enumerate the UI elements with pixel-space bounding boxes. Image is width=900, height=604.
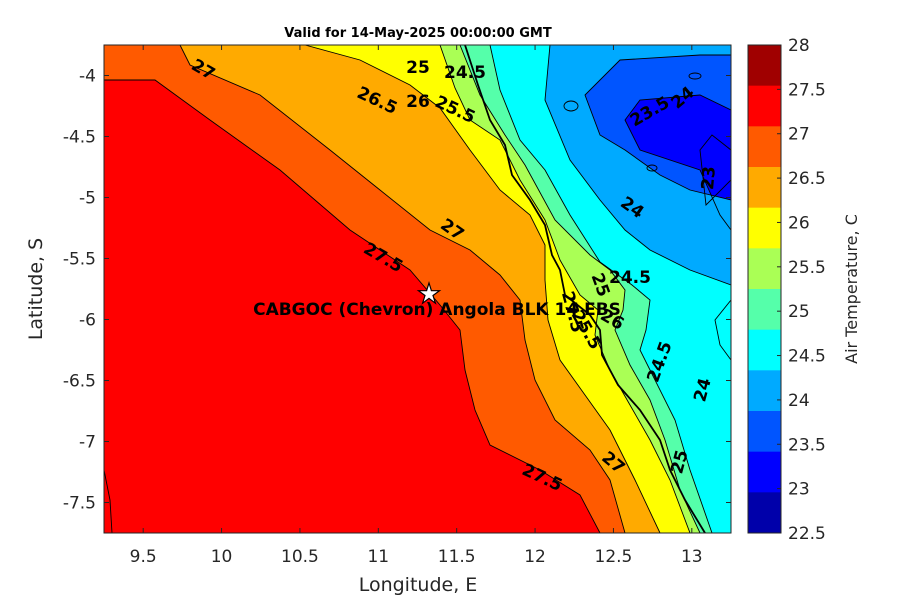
site-label: CABGOC (Chevron) Angola BLK 14 EBS xyxy=(253,300,621,320)
colorbar-tick-label: 23.5 xyxy=(788,435,826,455)
isotherm-24 xyxy=(584,54,731,201)
contour-label: 24.5 xyxy=(609,268,651,288)
isotherm-25-5 xyxy=(459,45,701,533)
isotherm-23 xyxy=(699,134,731,206)
y-tick-label: -5.5 xyxy=(63,250,96,270)
contour-label: 23 xyxy=(698,165,720,190)
star-icon[interactable] xyxy=(416,280,442,305)
contour-label: 24.5 xyxy=(444,63,486,83)
x-tick-label: 13 xyxy=(681,547,703,567)
x-tick-label: 11.5 xyxy=(438,547,476,567)
colorbar-band xyxy=(748,126,781,168)
x-tick-label: 12 xyxy=(524,547,546,567)
colorbar-band xyxy=(748,207,781,249)
contour-lines xyxy=(104,45,731,533)
y-tick-label: -6 xyxy=(79,311,96,331)
isotherm-23-5 xyxy=(624,94,731,231)
x-axis-label: Longitude, E xyxy=(359,574,478,596)
x-axis-ticks: 9.5 10 10.5 11 11.5 12 12.5 13 xyxy=(130,45,703,567)
colorbar-band xyxy=(748,85,781,127)
x-tick-label: 10.5 xyxy=(281,547,319,567)
plot-frame xyxy=(103,44,732,534)
x-tick-label: 10 xyxy=(211,547,233,567)
colorbar-tick-label: 27.5 xyxy=(788,80,826,100)
band-28 xyxy=(104,80,600,533)
isotherm-24-5 xyxy=(544,45,731,286)
y-tick-label: -6.5 xyxy=(63,372,96,392)
colorbar-tick-label: 26 xyxy=(788,213,810,233)
contour-label: 26 xyxy=(406,92,430,112)
colorbar-frame xyxy=(747,44,782,534)
colorbar-tick-label: 22.5 xyxy=(788,524,826,544)
isotherm-26-5 xyxy=(304,45,661,533)
isotherm-25 xyxy=(489,45,713,533)
colorbar xyxy=(748,45,781,534)
plot-area xyxy=(104,45,731,533)
y-tick-label: -7 xyxy=(79,433,96,453)
y-axis-ticks: -4 -4.5 -5 -5.5 -6 -6.5 -7 -7.5 xyxy=(63,67,731,514)
isotherm-24-south xyxy=(714,299,731,361)
colorbar-band xyxy=(748,248,781,290)
isotherm-west-edge xyxy=(104,469,113,533)
x-tick-label: 12.5 xyxy=(595,547,633,567)
isotherm-27 xyxy=(179,45,626,533)
colorbar-tick-label: 24 xyxy=(788,391,810,411)
colorbar-band xyxy=(748,45,781,87)
colorbar-band xyxy=(748,451,781,493)
y-axis-label: Latitude, S xyxy=(25,238,47,340)
isotherm-cell xyxy=(563,100,579,112)
colorbar-tick-label: 26.5 xyxy=(788,169,826,189)
x-tick-label: 11 xyxy=(367,547,389,567)
colorbar-band xyxy=(748,370,781,412)
colorbar-tick-label: 25.5 xyxy=(788,258,826,278)
coastline xyxy=(464,45,706,533)
y-tick-label: -4 xyxy=(79,67,96,87)
map-title: Valid for 14-May-2025 00:00:00 GMT xyxy=(284,26,552,41)
colorbar-tick-label: 25 xyxy=(788,302,810,322)
colorbar-tick-label: 23 xyxy=(788,480,810,500)
y-tick-label: -4.5 xyxy=(63,128,96,148)
colorbar-band xyxy=(748,329,781,371)
y-tick-label: -7.5 xyxy=(63,494,96,514)
contour-label: 25 xyxy=(406,58,430,78)
isotherm-cell xyxy=(646,164,658,172)
y-tick-label: -5 xyxy=(79,189,96,209)
colorbar-tick-label: 28 xyxy=(788,36,810,56)
isotherm-cell xyxy=(688,72,702,80)
colorbar-tick-label: 27 xyxy=(788,125,810,145)
colorbar-band xyxy=(748,289,781,331)
colorbar-tick-label: 24.5 xyxy=(788,347,826,367)
colorbar-label: Air Temperature, C xyxy=(842,214,861,364)
colorbar-band xyxy=(748,167,781,209)
x-tick-label: 9.5 xyxy=(130,547,157,567)
colorbar-ticks: 28 27.5 27 26.5 26 25.5 25 24.5 24 23.5 23 22.5 xyxy=(777,36,826,544)
isotherm-27-5 xyxy=(104,79,601,533)
colorbar-band xyxy=(748,492,781,534)
isotherm-26 xyxy=(439,45,691,533)
colorbar-band xyxy=(748,411,781,453)
site-marker[interactable] xyxy=(416,280,442,305)
